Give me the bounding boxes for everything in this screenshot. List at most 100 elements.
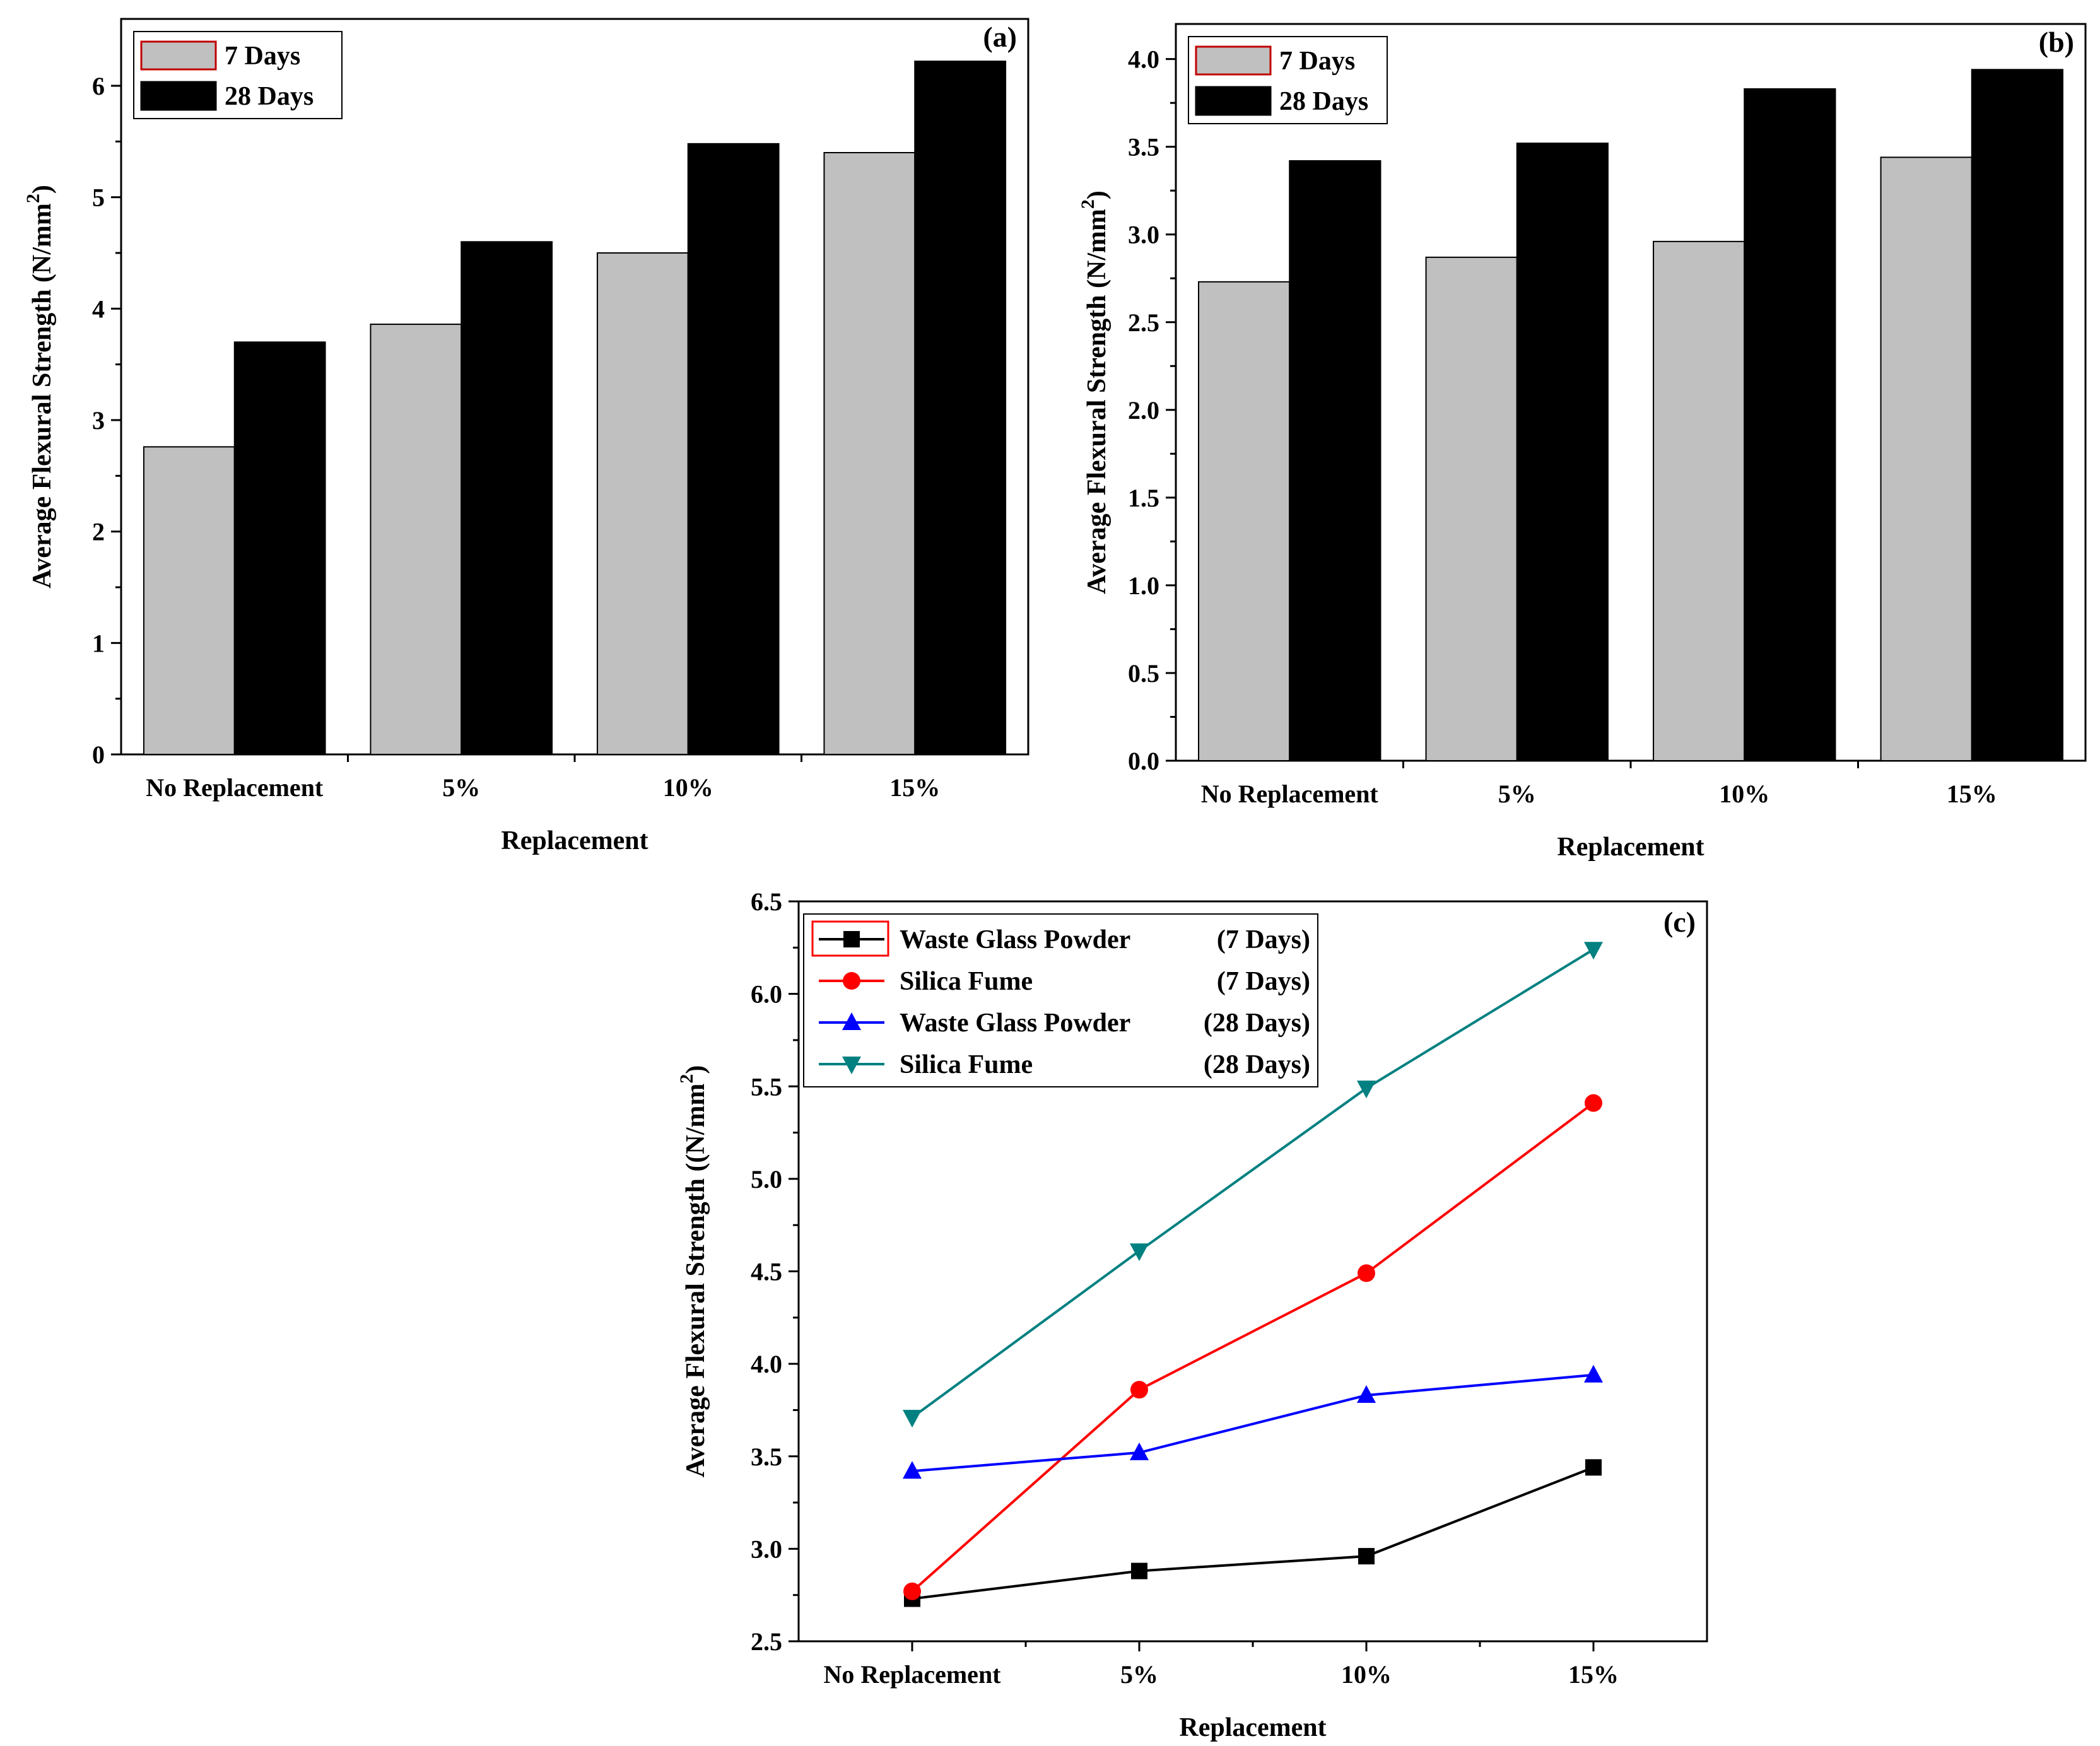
x-tick-label: No Replacement — [823, 1660, 1001, 1689]
data-point-marker — [1358, 1264, 1375, 1282]
legend-swatch — [140, 81, 217, 111]
y-axis-title: Average Flexural Strength (N/mm2) — [23, 185, 57, 589]
data-point-marker — [842, 1057, 861, 1074]
y-tick-label: 4 — [92, 295, 105, 323]
data-point-marker — [843, 931, 860, 947]
data-point-marker — [1585, 1459, 1602, 1476]
x-tick-label: 5% — [442, 773, 480, 802]
legend-days: (28 Days) — [1204, 1009, 1310, 1038]
data-point-marker — [1131, 1562, 1147, 1579]
panel-label: (a) — [983, 21, 1017, 53]
y-tick-label: 2.5 — [1128, 308, 1159, 337]
data-point-marker — [1585, 1094, 1602, 1112]
bar — [1425, 256, 1518, 762]
y-tick-label: 3 — [92, 406, 105, 435]
x-axis-title: Replacement — [501, 826, 648, 855]
y-tick-label: 3.5 — [1128, 133, 1159, 161]
bar — [370, 324, 462, 755]
y-tick-label: 1 — [92, 629, 105, 657]
chart-panel-c: 2.5 3.0 3.5 4.0 4.5 5.0 5.5 6.0 6.5 No Replacemen… — [676, 888, 1708, 1742]
data-point-marker — [1357, 1081, 1376, 1099]
x-tick-label: 10% — [1341, 1660, 1392, 1689]
legend-days: (7 Days) — [1217, 925, 1310, 954]
x-tick-label: 10% — [663, 773, 713, 802]
bar — [1289, 160, 1381, 761]
y-axis-title: Average Flexural Strength (N/mm2) — [1077, 190, 1112, 594]
data-point-marker — [1130, 1243, 1149, 1262]
x-tick-label: 15% — [1947, 780, 1997, 808]
x-axis-title: Replacement — [1179, 1713, 1326, 1742]
chart-panel-a: 0 1 2 3 4 5 6 No Replacement 5% 10% 15% Replacement… — [23, 18, 1029, 855]
y-tick-label: 5.0 — [751, 1165, 782, 1193]
series-line — [912, 1373, 1594, 1473]
x-tick-label: 5% — [1120, 1660, 1158, 1689]
x-tick-label: 15% — [1568, 1660, 1619, 1689]
legend-swatch — [140, 40, 217, 71]
bar — [460, 241, 553, 756]
y-tick-label: 5 — [92, 184, 105, 212]
series-line — [912, 1466, 1594, 1600]
bar — [914, 61, 1007, 756]
y-tick-label: 3.5 — [751, 1443, 782, 1471]
bar — [823, 152, 916, 755]
y-tick-label: 3.0 — [751, 1535, 782, 1563]
legend-label: Silica Fume — [900, 1050, 1033, 1079]
data-point-marker — [1357, 1385, 1376, 1403]
bar — [687, 143, 780, 756]
bar — [143, 446, 235, 756]
y-tick-label: 5.5 — [751, 1072, 782, 1101]
legend-label: 28 Days — [225, 82, 314, 111]
y-tick-label: 4.0 — [751, 1350, 782, 1378]
x-tick-label: 5% — [1498, 780, 1536, 808]
legend-swatch — [1195, 45, 1272, 76]
y-tick-label: 2.0 — [1128, 396, 1159, 425]
legend-label: Silica Fume — [900, 967, 1033, 996]
data-point-marker — [1584, 942, 1603, 960]
y-tick-label: 0 — [92, 741, 105, 769]
panel-label: (c) — [1663, 906, 1696, 938]
data-point-marker — [1584, 1364, 1603, 1383]
x-tick-label: 15% — [889, 773, 940, 802]
legend-label: 7 Days — [1279, 47, 1355, 76]
bar — [1198, 281, 1291, 761]
y-tick-label: 4.5 — [751, 1258, 782, 1286]
chart-panel-b: 0.0 0.5 1.0 1.5 2.0 2.5 3.0 3.5 4.0 No Replacemen… — [1077, 23, 2087, 862]
legend-days: (28 Days) — [1204, 1050, 1310, 1079]
legend-days: (7 Days) — [1217, 967, 1310, 996]
y-tick-label: 6.5 — [751, 888, 782, 916]
y-tick-label: 2.5 — [751, 1627, 782, 1656]
y-axis-title: Average Flexural Strength ((N/mm2) — [676, 1065, 710, 1478]
data-point-marker — [843, 972, 860, 990]
legend-label: Waste Glass Powder — [900, 1009, 1130, 1038]
bar — [1516, 143, 1609, 762]
data-point-marker — [903, 1461, 922, 1479]
y-tick-label: 0.5 — [1128, 659, 1159, 688]
y-tick-label: 0.0 — [1128, 747, 1159, 775]
bar — [1744, 88, 1836, 761]
legend-box — [803, 913, 1318, 1087]
y-tick-label: 3.0 — [1128, 221, 1159, 249]
y-tick-label: 4.0 — [1128, 45, 1159, 74]
bar — [233, 341, 326, 755]
y-tick-label: 1.0 — [1128, 571, 1159, 600]
legend-label: 7 Days — [225, 42, 300, 71]
y-tick-label: 2 — [92, 518, 105, 546]
bar — [596, 252, 689, 755]
legend-swatch — [1195, 86, 1272, 116]
bar — [1653, 240, 1745, 762]
legend-label: Waste Glass Powder — [900, 925, 1130, 954]
x-axis-title: Replacement — [1557, 833, 1704, 862]
bar — [1880, 156, 1973, 762]
legend-highlight — [811, 920, 889, 957]
panel-label: (b) — [2039, 26, 2074, 58]
data-point-marker — [1130, 1381, 1148, 1399]
legend-label: 28 Days — [1279, 87, 1368, 116]
data-point-marker — [903, 1582, 921, 1600]
x-tick-label: No Replacement — [146, 773, 324, 802]
x-tick-label: No Replacement — [1201, 780, 1379, 808]
x-tick-label: 10% — [1719, 780, 1769, 808]
data-point-marker — [842, 1012, 861, 1030]
data-point-marker — [1358, 1548, 1375, 1565]
bar — [1971, 69, 2063, 761]
